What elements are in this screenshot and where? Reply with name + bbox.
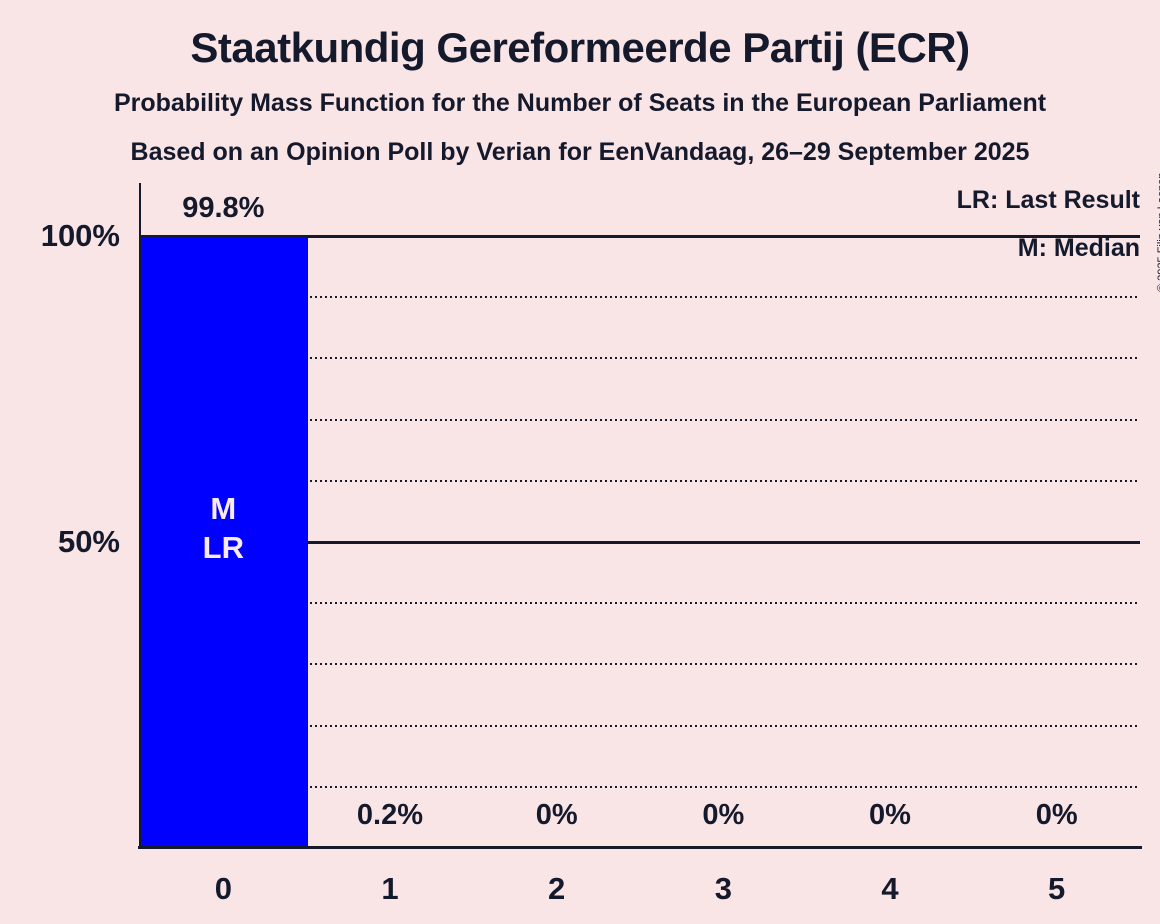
gridline-dotted-40pct xyxy=(140,602,1140,605)
gridline-dotted-10pct xyxy=(140,785,1140,788)
x-axis-label-5: 5 xyxy=(1048,871,1066,906)
x-axis-line xyxy=(138,846,1142,849)
bar-value-label-5: 0% xyxy=(1035,799,1078,831)
x-axis-label-4: 4 xyxy=(881,871,899,906)
y-axis-label-50pct: 50% xyxy=(57,524,120,559)
gridline-solid-50pct xyxy=(140,540,1140,544)
gridline-dotted-80pct xyxy=(140,357,1140,360)
gridline-dotted-60pct xyxy=(140,479,1140,482)
x-axis-label-3: 3 xyxy=(714,871,732,906)
gridline-dotted-30pct xyxy=(140,663,1140,666)
y-axis-label-100pct: 100% xyxy=(40,218,120,253)
bar-value-label-4: 0% xyxy=(869,799,911,831)
page-title: Staatkundig Gereformeerde Partij (ECR) xyxy=(190,24,970,71)
chart-subtitle: Probability Mass Function for the Number… xyxy=(113,89,1047,117)
legend-last-result: LR: Last Result xyxy=(956,186,1140,214)
legend-median: M: Median xyxy=(1017,234,1140,262)
gridline-dotted-20pct xyxy=(140,724,1140,727)
copyright-notice: © 2025 Filip van Laenen xyxy=(1156,172,1160,292)
x-axis-label-2: 2 xyxy=(548,871,566,906)
gridline-dotted-70pct xyxy=(140,418,1140,421)
bar-value-label-2: 0% xyxy=(535,799,578,831)
bar-value-label-0: 99.8% xyxy=(182,192,265,225)
x-axis-label-0: 0 xyxy=(214,871,232,906)
gridline-dotted-90pct xyxy=(140,296,1140,299)
chart-source-subtitle: Based on an Opinion Poll by Verian for E… xyxy=(130,138,1030,166)
bar-value-label-3: 0% xyxy=(702,799,745,831)
bar-seats-0 xyxy=(141,237,308,848)
y-axis-line xyxy=(139,183,141,848)
gridline-solid-100pct xyxy=(140,234,1140,238)
bar-annotation-median-lastresult: M LR xyxy=(202,490,244,565)
x-axis-label-1: 1 xyxy=(381,871,399,906)
bar-value-label-1: 0.2% xyxy=(356,799,424,831)
